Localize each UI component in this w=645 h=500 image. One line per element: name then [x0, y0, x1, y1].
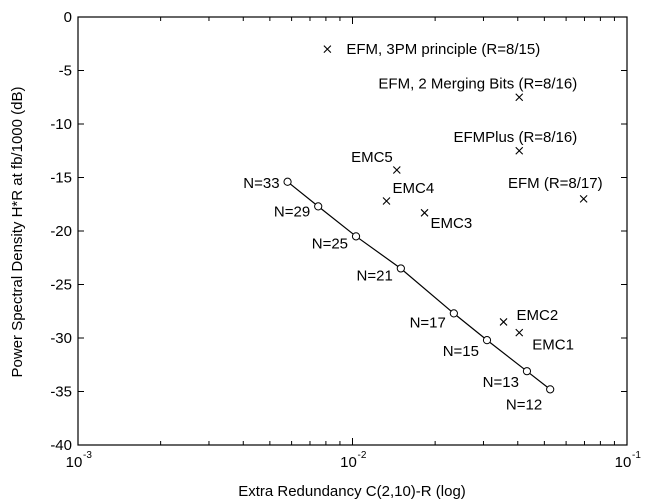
cross-marker — [392, 166, 401, 174]
point-label: EMC4 — [392, 180, 434, 197]
cross-marker — [515, 328, 524, 337]
cross-marker — [515, 93, 524, 102]
x-tick-exponent: -1 — [632, 450, 641, 461]
y-axis-title: Power Spectral Density H*R at fb/1000 (d… — [9, 87, 26, 378]
circle-marker — [283, 177, 292, 186]
y-tick-label: -30 — [50, 330, 72, 347]
point-label: N=29 — [274, 203, 310, 220]
series-line — [287, 181, 551, 390]
y-axis-ticks: 0 -5 -10 -15 -20 -25 -30 -35 -40 — [50, 9, 627, 454]
circle-marker — [482, 336, 492, 345]
y-tick-label: -35 — [50, 384, 72, 401]
circle-marker — [522, 367, 532, 376]
point-label: EFMPlus (R=8/16) — [453, 129, 577, 146]
circle-marker — [351, 232, 361, 241]
y-tick-label: 0 — [64, 9, 72, 26]
point-label: N=21 — [357, 267, 393, 284]
point-label: EFM, 2 Merging Bits (R=8/16) — [378, 75, 577, 92]
circle-marker — [546, 385, 555, 394]
y-tick-label: -15 — [50, 170, 72, 187]
cross-marker — [382, 197, 391, 205]
y-tick-label: -40 — [50, 437, 72, 454]
x-tick-label: 10 — [615, 454, 632, 471]
y-tick-label: -20 — [50, 223, 72, 240]
point-label: N=15 — [443, 343, 479, 360]
point-label: EMC2 — [517, 307, 559, 324]
y-tick-label: -5 — [59, 63, 72, 80]
point-label: EFM, 3PM principle (R=8/15) — [346, 41, 540, 58]
cross-marker — [579, 195, 588, 203]
x-tick-label: 10 — [66, 454, 83, 471]
point-label: EFM (R=8/17) — [508, 175, 603, 192]
circle-marker — [396, 264, 405, 273]
x-tick-exponent: -2 — [358, 450, 367, 461]
point-labels: N=33 N=29N=25 N=21 N=17 N=15N=13 N=12 EFM, 3PM… — [243, 41, 602, 413]
y-tick-label: -10 — [50, 116, 72, 133]
series-layer — [283, 45, 588, 394]
x-tick-label: 10 — [340, 454, 357, 471]
x-axis-ticks: 10 -3 10 -2 10 -1 — [66, 17, 641, 471]
circle-marker — [449, 309, 458, 318]
point-label: N=13 — [483, 374, 519, 391]
point-label: EMC5 — [351, 149, 393, 166]
point-label: N=12 — [506, 396, 542, 413]
point-label: EMC3 — [431, 215, 473, 232]
y-tick-label: -25 — [50, 277, 72, 294]
cross-marker — [499, 318, 508, 326]
cross-marker — [515, 146, 524, 155]
x-axis-title: Extra Redundancy C(2,10)-R (log) — [238, 483, 466, 500]
cross-marker — [323, 45, 332, 53]
point-label: N=17 — [410, 314, 446, 331]
point-label: EMC1 — [532, 337, 574, 354]
x-tick-exponent: -3 — [83, 450, 92, 461]
cross-marker — [420, 208, 429, 217]
circle-marker — [314, 202, 323, 211]
point-label: N=33 — [243, 175, 279, 192]
point-label: N=25 — [312, 235, 348, 252]
